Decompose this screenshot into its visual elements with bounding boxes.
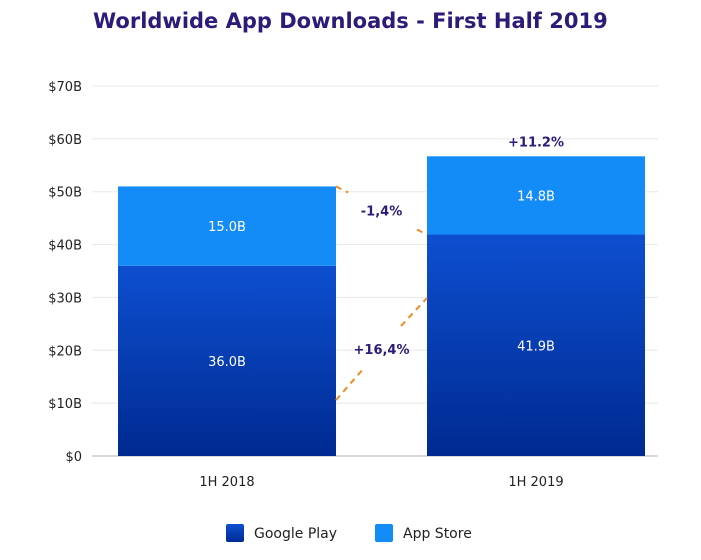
legend-app-store-label: App Store bbox=[403, 526, 472, 542]
connector-app-store-left bbox=[335, 185, 349, 194]
bar-app-store bbox=[427, 156, 645, 235]
bar-app-store bbox=[118, 186, 336, 266]
legend-google-play-label: Google Play bbox=[254, 526, 337, 542]
connectors bbox=[335, 185, 428, 401]
y-tick-label: $50B bbox=[48, 186, 82, 201]
data-label-app-store: 15.0B bbox=[208, 220, 246, 235]
bar-google-play bbox=[118, 265, 336, 456]
y-axis: $0 $10B $20B $30B $40B $50B $60B $70B bbox=[48, 80, 658, 465]
x-axis: 1H 2018 1H 2019 bbox=[199, 475, 563, 490]
y-tick-label: $30B bbox=[48, 291, 82, 306]
connector-app-store-right bbox=[416, 228, 428, 236]
y-tick-label: $20B bbox=[48, 344, 82, 359]
y-tick-label: $40B bbox=[48, 239, 82, 254]
x-tick-label: 1H 2018 bbox=[199, 475, 254, 490]
annotation-app-store-change: -1,4% bbox=[361, 204, 402, 219]
legend-google-play-swatch bbox=[226, 524, 244, 542]
chart-title: Worldwide App Downloads - First Half 201… bbox=[93, 9, 608, 33]
x-tick-label: 1H 2019 bbox=[508, 475, 563, 490]
connector-google-play-left bbox=[335, 367, 365, 401]
annotation-total-growth: +11.2% bbox=[508, 135, 564, 150]
data-labels: 36.0B 15.0B 41.9B 14.8B +11.2% -1,4% +16,4% bbox=[208, 135, 564, 370]
y-tick-label: $70B bbox=[48, 80, 82, 95]
connector-google-play-right bbox=[400, 297, 428, 327]
data-label-app-store: 14.8B bbox=[517, 189, 555, 204]
annotation-google-play-change: +16,4% bbox=[354, 343, 410, 358]
bars bbox=[118, 156, 645, 456]
bar-google-play bbox=[427, 234, 645, 456]
y-tick-label: $60B bbox=[48, 133, 82, 148]
legend: Google Play App Store bbox=[226, 524, 472, 542]
data-label-google-play: 41.9B bbox=[517, 339, 555, 354]
y-tick-label: $0 bbox=[65, 450, 82, 465]
y-tick-label: $10B bbox=[48, 397, 82, 412]
legend-app-store-swatch bbox=[375, 524, 393, 542]
data-label-google-play: 36.0B bbox=[208, 355, 246, 370]
